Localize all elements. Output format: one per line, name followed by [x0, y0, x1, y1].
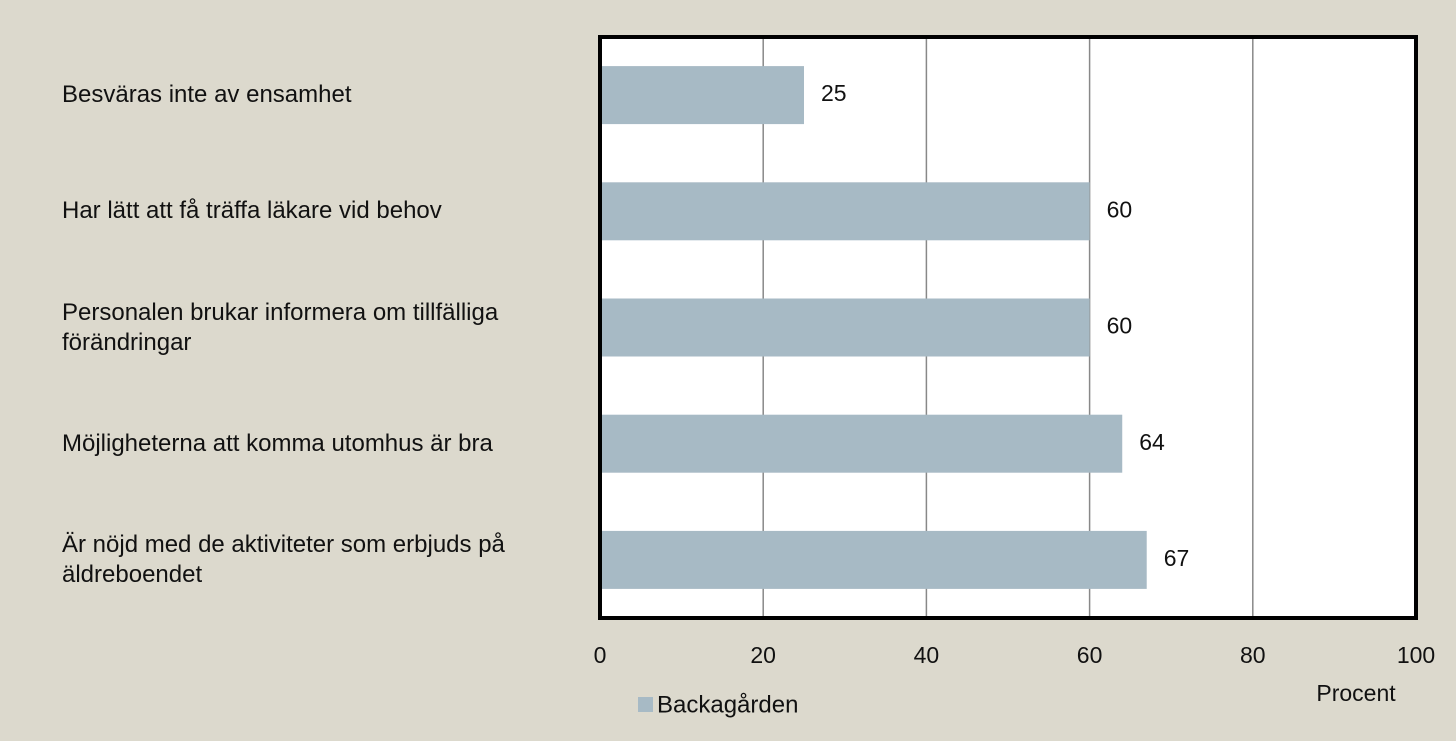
bar: [600, 414, 1123, 473]
bar: [600, 66, 804, 125]
x-tick-label: 60: [1077, 642, 1103, 668]
y-tick-label: Personalen brukar informera om tillfälli…: [62, 298, 499, 356]
data-label: 60: [1107, 196, 1133, 222]
bar: [600, 182, 1090, 241]
x-tick-label: 80: [1240, 642, 1266, 668]
x-tick-label: 20: [750, 642, 776, 668]
x-tick-label: 0: [594, 642, 607, 668]
data-label: 60: [1107, 313, 1133, 339]
plot-frame: [598, 35, 1418, 620]
bar: [600, 530, 1147, 589]
legend-swatch: [638, 697, 653, 712]
x-tick-label: 40: [914, 642, 940, 668]
x-tick-label: 100: [1397, 642, 1435, 668]
y-tick-label: Besväras inte av ensamhet: [62, 81, 352, 109]
legend-label: Backagården: [657, 691, 798, 718]
bar: [600, 298, 1090, 357]
y-tick-label: Har lätt att få träffa läkare vid behov: [62, 197, 442, 225]
data-label: 64: [1139, 429, 1165, 455]
data-label: 67: [1164, 545, 1190, 571]
y-tick-label: Är nöjd med de aktiviteter som erbjuds p…: [62, 530, 505, 588]
x-axis-label: Procent: [1316, 680, 1396, 706]
y-tick-label: Möjligheterna att komma utomhus är bra: [62, 429, 493, 457]
data-label: 25: [821, 80, 847, 106]
